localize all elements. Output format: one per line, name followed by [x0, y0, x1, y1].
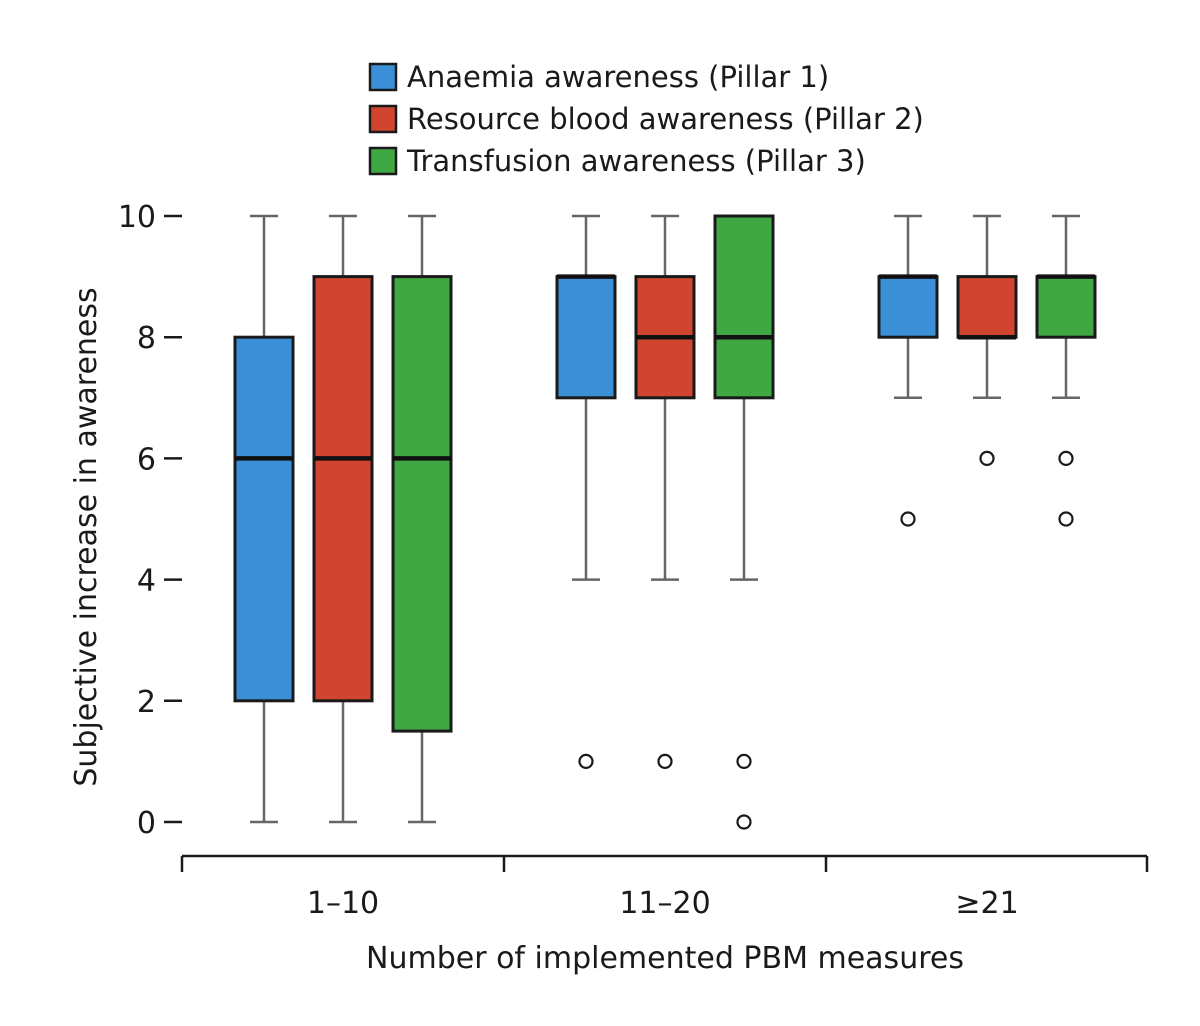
- outlier-point: [657, 753, 673, 770]
- y-axis-title: Subjective increase in awareness: [69, 287, 104, 786]
- legend-label: Anaemia awareness (Pillar 1): [407, 60, 829, 94]
- box-body: [312, 275, 374, 703]
- box-body: [713, 214, 775, 400]
- legend-swatch: [368, 104, 398, 134]
- box-body: [877, 275, 939, 339]
- box: [1035, 214, 1097, 527]
- outlier-point: [900, 511, 916, 527]
- box: [713, 214, 775, 830]
- y-tick-label: 0: [137, 806, 156, 841]
- legend-swatch: [368, 62, 398, 92]
- y-tick-label: 10: [118, 200, 156, 235]
- box: [877, 214, 939, 527]
- legend: Anaemia awareness (Pillar 1) Resource blo…: [368, 60, 924, 178]
- y-tick-label: 6: [137, 442, 156, 477]
- outlier-point: [736, 753, 752, 770]
- outlier-point: [1058, 511, 1074, 527]
- box: [391, 214, 453, 824]
- x-axis: 1–10 11–20 ≥21: [180, 854, 1149, 921]
- y-tick-label: 4: [137, 564, 156, 599]
- legend-swatch: [368, 146, 398, 176]
- y-axis: 0 2 4 6 8 10: [118, 200, 182, 841]
- box-body: [391, 275, 453, 733]
- box-body: [1035, 275, 1097, 339]
- box-body: [555, 275, 617, 400]
- legend-label: Transfusion awareness (Pillar 3): [406, 144, 866, 178]
- y-tick-label: 8: [137, 321, 156, 356]
- box-body: [956, 275, 1018, 339]
- x-tick-label: 1–10: [307, 886, 379, 921]
- x-tick-label: 11–20: [619, 886, 710, 921]
- box: [956, 214, 1018, 466]
- outlier-point: [736, 814, 752, 830]
- y-tick-label: 2: [137, 685, 156, 720]
- box: [312, 214, 374, 824]
- x-tick-label: ≥21: [955, 886, 1018, 921]
- box-series-group: [233, 214, 1097, 830]
- box: [555, 214, 617, 770]
- box-body: [233, 335, 295, 703]
- outlier-point: [979, 450, 995, 466]
- box: [233, 214, 295, 824]
- x-axis-title: Number of implemented PBM measures: [366, 941, 964, 976]
- legend-label: Resource blood awareness (Pillar 2): [407, 102, 924, 136]
- outlier-point: [1058, 450, 1074, 466]
- box: [634, 214, 696, 770]
- outlier-point: [578, 753, 594, 770]
